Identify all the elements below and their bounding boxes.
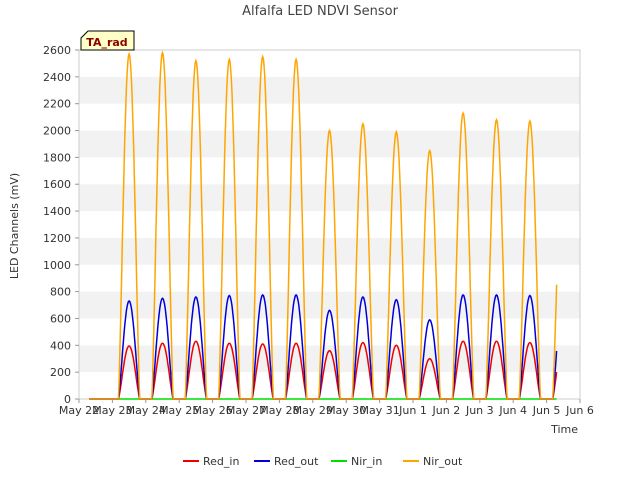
y-tick-label: 800 — [50, 286, 71, 299]
y-tick-label: 600 — [50, 312, 71, 325]
x-tick-label: May 26 — [192, 404, 232, 417]
plot-bands — [79, 50, 580, 399]
x-tick-label: May 27 — [226, 404, 266, 417]
y-tick-label: 2200 — [43, 98, 71, 111]
band — [79, 264, 580, 292]
legend-label: Nir_in — [351, 455, 382, 468]
chart-title: Alfalfa LED NDVI Sensor — [242, 4, 399, 19]
y-tick-label: 2600 — [43, 44, 71, 57]
legend-item-red-out: Red_out — [254, 455, 319, 468]
y-tick-label: 400 — [50, 339, 71, 352]
x-tick-label: May 29 — [293, 404, 333, 417]
x-tick-label: Jun 5 — [532, 404, 561, 417]
legend-label: Red_out — [274, 455, 319, 468]
band — [79, 372, 580, 399]
legend-label: Nir_out — [423, 455, 463, 468]
y-tick-label: 2000 — [43, 125, 71, 138]
y-tick-label: 1200 — [43, 232, 71, 245]
y-axis: 0 200 400 600 800 1000 1200 1400 1600 1800 2000 220… — [43, 44, 79, 406]
y-tick-label: 200 — [50, 366, 71, 379]
band — [79, 130, 580, 158]
y-tick-label: 2400 — [43, 71, 71, 84]
x-tick-label: May 30 — [326, 404, 366, 417]
x-tick-label: May 23 — [92, 404, 132, 417]
series-line-nir-out — [89, 50, 558, 400]
badge-label: TA_rad — [86, 36, 127, 49]
series-lines — [89, 50, 558, 400]
y-tick-label: 1000 — [43, 259, 71, 272]
band — [79, 211, 580, 238]
legend-item-nir-out: Nir_out — [403, 455, 463, 468]
y-tick-label: 1600 — [43, 178, 71, 191]
ta-rad-badge: TA_rad — [80, 30, 135, 51]
band — [79, 291, 580, 319]
band — [79, 103, 580, 131]
legend-item-nir-in: Nir_in — [331, 455, 382, 468]
band — [79, 345, 580, 373]
x-tick-label: Jun 6 — [565, 404, 594, 417]
y-tick-label: 1800 — [43, 151, 71, 164]
y-tick-label: 0 — [64, 393, 71, 406]
band — [79, 237, 580, 265]
x-tick-label: Jun 3 — [465, 404, 494, 417]
y-axis-label: LED Channels (mV) — [8, 173, 21, 279]
x-tick-label: Jun 4 — [498, 404, 527, 417]
x-tick-label: May 31 — [359, 404, 399, 417]
x-tick-label: May 28 — [259, 404, 299, 417]
band — [79, 184, 580, 212]
legend: Red_in Red_out Nir_in Nir_out — [183, 455, 463, 468]
band — [79, 157, 580, 185]
legend-item-red-in: Red_in — [183, 455, 239, 468]
x-tick-label: May 24 — [126, 404, 166, 417]
x-tick-label: May 22 — [59, 404, 99, 417]
x-tick-label: May 25 — [159, 404, 199, 417]
y-tick-label: 1400 — [43, 205, 71, 218]
band — [79, 50, 580, 77]
x-tick-label: Jun 1 — [398, 404, 427, 417]
x-axis-label: Time — [550, 423, 578, 436]
band — [79, 76, 580, 104]
x-tick-label: Jun 2 — [432, 404, 461, 417]
legend-label: Red_in — [203, 455, 239, 468]
